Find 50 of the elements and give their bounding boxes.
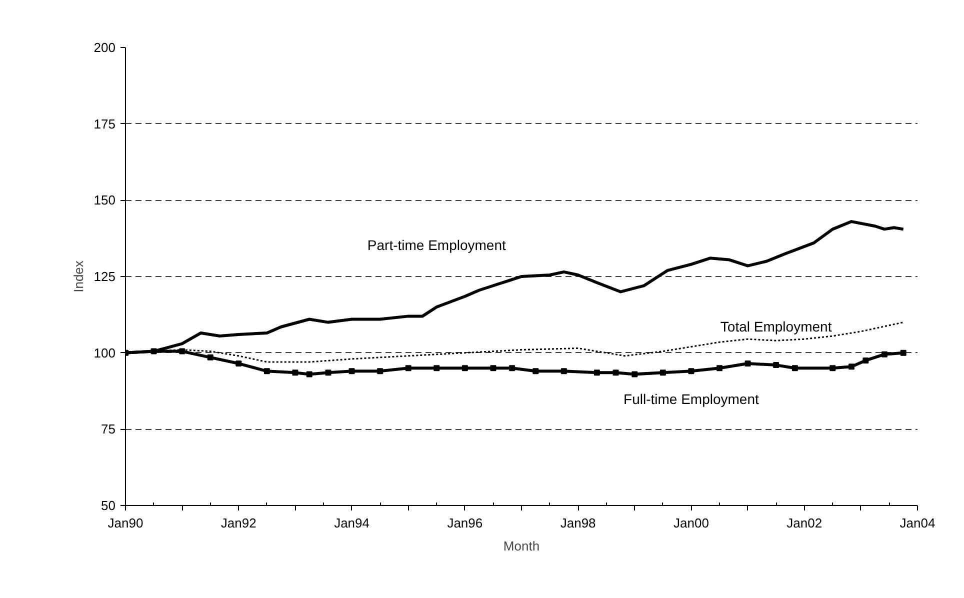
- point: [532, 368, 539, 374]
- point: [292, 370, 298, 376]
- x-axis-title: Month: [503, 538, 540, 554]
- y-tick-label: 50: [101, 498, 116, 513]
- point: [632, 371, 638, 378]
- point: [773, 362, 780, 368]
- point: [377, 368, 384, 374]
- point: [207, 354, 214, 360]
- point: [830, 365, 836, 372]
- point: [900, 350, 906, 356]
- point: [612, 370, 619, 376]
- series-label: Full-time Employment: [624, 391, 760, 408]
- point: [716, 365, 722, 372]
- point: [862, 357, 869, 364]
- point: [660, 370, 666, 376]
- point: [792, 365, 798, 372]
- point: [179, 348, 186, 354]
- point: [490, 365, 496, 372]
- x-tick-label: Jan04: [900, 516, 936, 530]
- point: [688, 368, 694, 374]
- point: [236, 360, 242, 367]
- y-tick-label: 200: [94, 40, 116, 55]
- x-tick-label: Jan92: [220, 516, 256, 530]
- point: [434, 365, 440, 372]
- x-tick-label: Jan98: [560, 516, 596, 530]
- point: [325, 370, 332, 376]
- point: [882, 351, 888, 358]
- point: [348, 368, 355, 374]
- x-tick-label: Jan02: [786, 516, 822, 530]
- point: [306, 371, 312, 378]
- y-tick-label: 150: [94, 192, 116, 208]
- x-tick-label: Jan96: [447, 516, 483, 530]
- point: [462, 365, 468, 372]
- x-tick-label: Jan90: [108, 516, 144, 530]
- x-tick-label: Jan00: [674, 516, 709, 530]
- y-tick-label: 100: [94, 345, 116, 360]
- point: [405, 365, 412, 372]
- point: [560, 368, 567, 374]
- point: [848, 364, 854, 370]
- y-tick-label: 75: [101, 422, 116, 437]
- point: [264, 368, 270, 374]
- point: [594, 370, 600, 376]
- point: [509, 365, 516, 372]
- x-tick-label: Jan94: [334, 516, 370, 530]
- y-tick-label: 125: [94, 269, 116, 284]
- series-label: Part-time Employment: [367, 237, 506, 254]
- point: [744, 360, 751, 367]
- y-tick-label: 175: [94, 116, 116, 132]
- y-axis-title: Index: [70, 260, 86, 292]
- series-label: Total Employment: [720, 318, 832, 335]
